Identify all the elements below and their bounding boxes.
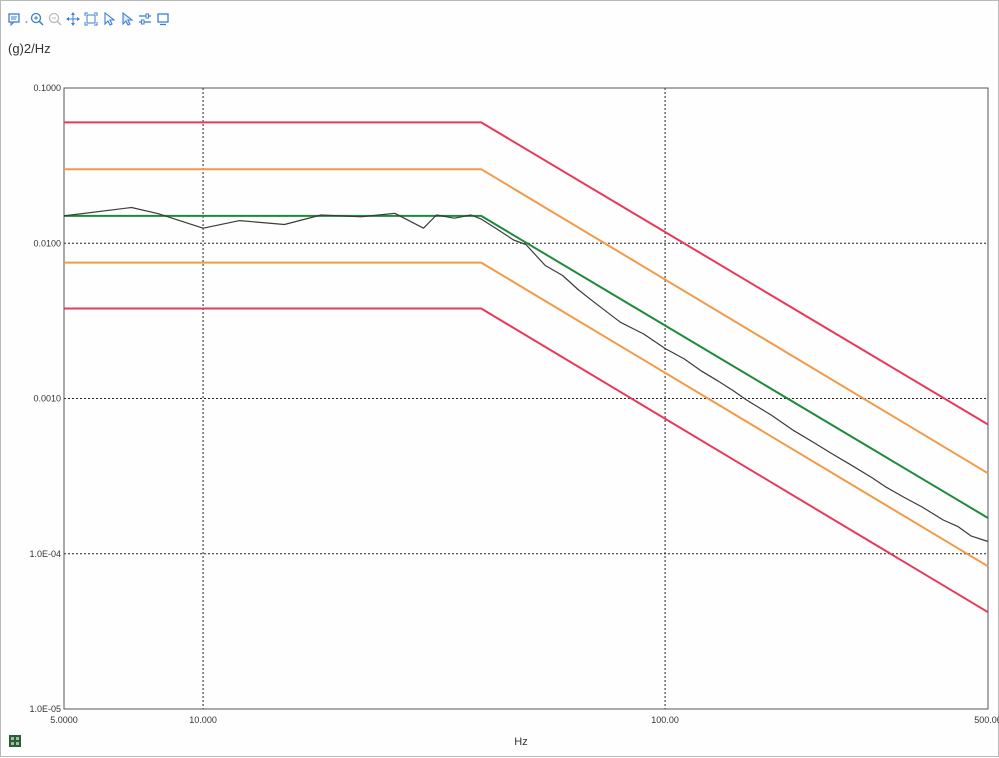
series-line-alarm-upper bbox=[64, 168, 989, 475]
y-tick-label: 1.0E-05 bbox=[29, 704, 61, 714]
y-axis-label: (g)2/Hz bbox=[8, 41, 51, 56]
cursor-icon[interactable] bbox=[102, 12, 116, 26]
comment-icon[interactable] bbox=[7, 12, 21, 26]
cursor-alt-icon[interactable] bbox=[120, 12, 134, 26]
plot-area bbox=[63, 87, 989, 710]
series-line-abort-lower bbox=[64, 307, 989, 614]
y-tick-label: 1.0E-04 bbox=[29, 549, 61, 559]
x-tick-labels: 5.0000 10.000 100.00 500.00 bbox=[50, 715, 999, 725]
grid-toggle-icon[interactable] bbox=[9, 734, 21, 747]
y-tick-label: 0.0100 bbox=[33, 238, 61, 248]
x-tick-label: 10.000 bbox=[189, 715, 217, 725]
settings-icon[interactable] bbox=[138, 12, 152, 26]
x-axis-label: Hz bbox=[514, 736, 528, 748]
y-tick-labels: 0.1000 0.0100 0.0010 1.0E-04 1.0E-05 bbox=[29, 83, 61, 714]
zoom-in-icon[interactable] bbox=[30, 12, 44, 26]
x-tick-label: 100.00 bbox=[651, 715, 679, 725]
y-tick-label: 0.0010 bbox=[33, 394, 61, 404]
chart-toolbar bbox=[7, 8, 174, 30]
series-line-profile bbox=[64, 214, 989, 519]
window-icon[interactable] bbox=[156, 12, 170, 26]
pan-icon[interactable] bbox=[66, 12, 80, 26]
x-tick-label: 500.00 bbox=[974, 715, 999, 725]
series-line-alarm-lower bbox=[64, 261, 989, 568]
grid-lines bbox=[64, 88, 988, 709]
zoom-out-icon[interactable] bbox=[48, 12, 62, 26]
toolbar-separator-icon bbox=[25, 12, 28, 26]
series-line-abort-upper bbox=[64, 121, 989, 426]
y-tick-label: 0.1000 bbox=[33, 83, 61, 93]
series-line-measured bbox=[63, 206, 989, 543]
series-layer bbox=[63, 121, 989, 614]
x-tick-label: 5.0000 bbox=[50, 715, 78, 725]
zoom-fit-icon[interactable] bbox=[84, 12, 98, 26]
